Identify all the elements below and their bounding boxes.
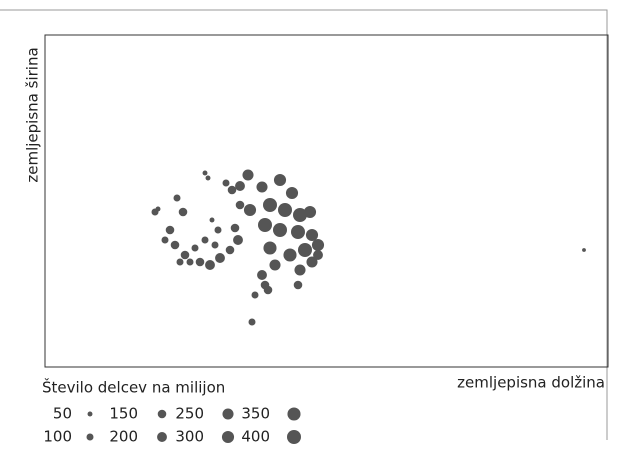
legend-label: 250 bbox=[175, 405, 204, 423]
bubble bbox=[165, 225, 175, 235]
bubble bbox=[180, 250, 190, 260]
bubble bbox=[227, 185, 237, 195]
bubble bbox=[235, 200, 245, 210]
bubble bbox=[155, 206, 161, 212]
x-axis-label: zemljepisna dolžina bbox=[457, 374, 605, 392]
bubble bbox=[230, 223, 240, 233]
bubble bbox=[201, 236, 209, 244]
bubble bbox=[173, 194, 181, 202]
bubble bbox=[205, 175, 211, 181]
bubble bbox=[305, 228, 319, 242]
bubble bbox=[170, 240, 180, 250]
frame bbox=[0, 9, 608, 440]
legend-label: 300 bbox=[175, 428, 204, 446]
legend-bubble bbox=[287, 430, 301, 444]
bubble bbox=[178, 207, 188, 217]
legend-bubble bbox=[222, 408, 234, 420]
bubble bbox=[176, 258, 184, 266]
bubble bbox=[211, 241, 219, 249]
bubble bbox=[251, 291, 259, 299]
bubble bbox=[205, 260, 215, 270]
bubble bbox=[222, 179, 230, 187]
bubble bbox=[260, 280, 270, 290]
bubble bbox=[278, 203, 292, 217]
bubble bbox=[273, 173, 287, 187]
bubble bbox=[248, 318, 256, 326]
bubble bbox=[311, 238, 325, 252]
bubble bbox=[303, 205, 317, 219]
bubble bbox=[215, 253, 225, 263]
bubble bbox=[283, 248, 297, 262]
legend-label: 100 bbox=[43, 428, 72, 446]
bubble bbox=[161, 236, 169, 244]
bubble bbox=[233, 235, 243, 245]
bubble bbox=[195, 257, 205, 267]
legend-bubble bbox=[287, 407, 301, 421]
legend-label: 150 bbox=[109, 405, 138, 423]
bubble bbox=[285, 186, 299, 200]
bubble bbox=[256, 181, 268, 193]
bubble bbox=[243, 203, 257, 217]
legend-bubble bbox=[221, 430, 235, 444]
legend-label: 50 bbox=[53, 405, 72, 423]
bubble bbox=[225, 245, 235, 255]
plot-area bbox=[44, 34, 609, 368]
bubble bbox=[273, 223, 287, 237]
bubble bbox=[214, 226, 222, 234]
bubble bbox=[209, 217, 215, 223]
legend-bubble bbox=[157, 432, 167, 442]
bubble bbox=[293, 280, 303, 290]
legend-label: 200 bbox=[109, 428, 138, 446]
bubble bbox=[258, 218, 272, 232]
legend-bubble bbox=[87, 411, 93, 417]
legend-title: Število delcev na milijon bbox=[42, 378, 225, 397]
legend-label: 350 bbox=[241, 405, 270, 423]
bubble bbox=[263, 241, 277, 255]
bubble bbox=[257, 270, 267, 280]
bubble bbox=[186, 258, 194, 266]
bubble bbox=[235, 181, 245, 191]
bubble bbox=[313, 250, 323, 260]
legend-bubble bbox=[86, 433, 94, 441]
legend-label: 400 bbox=[241, 428, 270, 446]
bubble bbox=[291, 225, 305, 239]
bubble bbox=[269, 259, 281, 271]
bubble bbox=[263, 198, 277, 212]
bubble bbox=[293, 208, 307, 222]
bubble bbox=[191, 244, 199, 252]
bubble bbox=[298, 243, 312, 257]
bubble bbox=[306, 256, 318, 268]
legend-bubble bbox=[157, 409, 167, 419]
bubble bbox=[242, 169, 254, 181]
bubble bbox=[294, 264, 306, 276]
bubble bbox=[582, 248, 586, 252]
bubble bbox=[202, 170, 208, 176]
y-axis-label: zemljepisna širina bbox=[24, 47, 42, 182]
